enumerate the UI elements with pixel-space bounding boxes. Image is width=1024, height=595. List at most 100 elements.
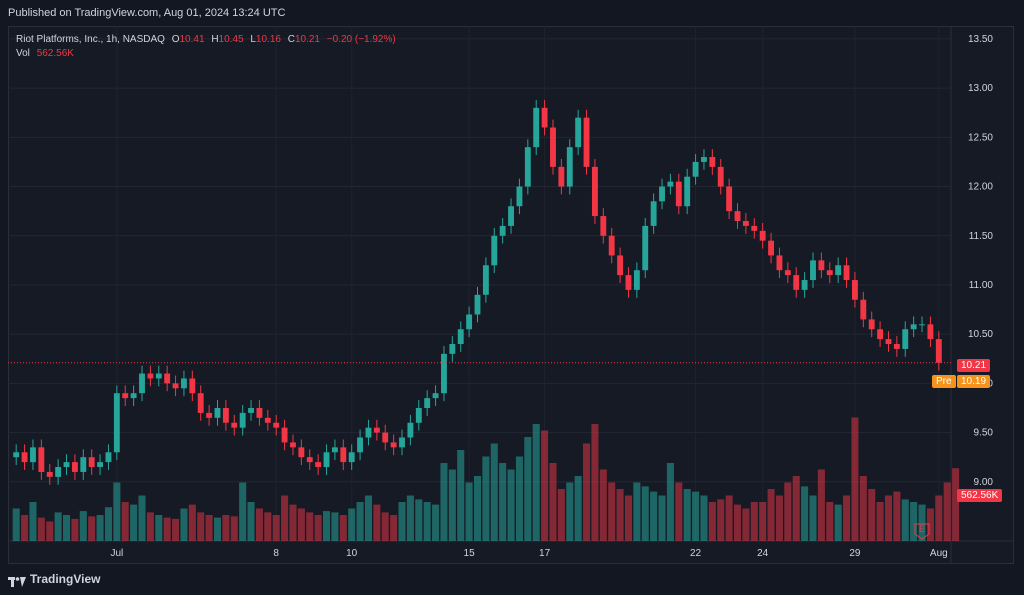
candle[interactable] [457,329,464,345]
candle[interactable] [206,412,213,418]
candle[interactable] [382,432,389,443]
candle[interactable] [290,442,296,448]
candle[interactable] [617,255,624,276]
candle[interactable] [306,457,313,463]
candle[interactable] [583,117,590,167]
candle[interactable] [508,206,514,226]
candle[interactable] [482,265,489,295]
candle[interactable] [734,211,741,221]
candle[interactable] [113,393,120,453]
candle[interactable] [222,407,229,423]
candle[interactable] [449,344,456,354]
candle[interactable] [885,339,892,345]
candle[interactable] [55,467,62,477]
candle[interactable] [919,324,925,326]
candle[interactable] [80,457,87,472]
candle[interactable] [189,378,196,394]
candle[interactable] [600,216,607,236]
candle[interactable] [843,265,850,281]
candle[interactable] [516,186,523,207]
candle[interactable] [793,275,800,290]
candle[interactable] [868,319,875,330]
candle[interactable] [256,407,263,418]
candle[interactable] [38,447,45,472]
candle[interactable] [692,161,699,177]
candle[interactable] [902,329,909,349]
candle[interactable] [13,452,20,458]
candle[interactable] [558,166,565,187]
candle[interactable] [810,260,816,281]
candle[interactable] [851,280,858,300]
candle[interactable] [566,147,573,187]
candle[interactable] [155,373,162,379]
candle[interactable] [365,427,372,438]
candle[interactable] [801,280,808,290]
candle[interactable] [642,225,649,271]
candle[interactable] [390,442,397,448]
candle[interactable] [122,393,129,399]
candle[interactable] [650,201,657,226]
candlestick-chart[interactable]: 13.5013.0012.5012.0011.5011.0010.5010.00… [8,26,1014,564]
candle[interactable] [550,127,556,167]
candle[interactable] [776,255,783,271]
candle[interactable] [818,260,825,271]
candle[interactable] [659,186,665,202]
candle[interactable] [105,452,112,463]
candle[interactable] [541,107,548,128]
candle[interactable] [273,422,280,428]
candle[interactable] [298,447,305,458]
candle[interactable] [625,275,632,290]
candle[interactable] [340,447,347,463]
candle[interactable] [709,157,716,167]
candle[interactable] [214,407,221,418]
candle[interactable] [315,462,322,468]
candle[interactable] [139,373,145,394]
candle[interactable] [684,176,691,207]
candle[interactable] [264,417,271,423]
candle[interactable] [399,437,405,448]
candle[interactable] [726,186,733,212]
candle[interactable] [491,235,498,266]
candle[interactable] [46,471,53,477]
candle[interactable] [742,220,749,226]
candle[interactable] [407,422,414,438]
candle[interactable] [71,462,78,472]
candle[interactable] [331,447,338,453]
candle[interactable] [784,270,791,276]
candle[interactable] [759,230,766,241]
candle[interactable] [239,412,246,428]
candle[interactable] [835,265,842,276]
candle[interactable] [441,353,447,394]
candle[interactable] [30,447,36,463]
candle[interactable] [466,314,473,330]
candle[interactable] [717,166,724,187]
candle[interactable] [197,393,204,413]
candle[interactable] [147,373,154,379]
candle[interactable] [701,157,707,162]
candle[interactable] [533,107,540,148]
candle[interactable] [248,407,254,413]
candle[interactable] [575,117,582,148]
candle[interactable] [432,393,439,399]
candle[interactable] [524,147,531,187]
candle[interactable] [667,181,674,187]
candle[interactable] [21,452,28,463]
candle[interactable] [910,324,917,330]
candle[interactable] [172,383,179,389]
candle[interactable] [675,181,682,207]
candle[interactable] [357,437,364,453]
candle[interactable] [877,329,884,340]
candle[interactable] [860,299,867,320]
candle[interactable] [608,235,615,256]
candle[interactable] [499,225,506,236]
candle[interactable] [591,166,598,217]
candle[interactable] [323,452,330,468]
candle[interactable] [927,324,934,340]
candle[interactable] [768,240,774,256]
candle[interactable] [281,427,288,443]
candle[interactable] [164,373,171,384]
candle[interactable] [231,422,238,428]
candle[interactable] [63,462,70,468]
candle[interactable] [373,427,380,433]
candle[interactable] [181,378,187,389]
